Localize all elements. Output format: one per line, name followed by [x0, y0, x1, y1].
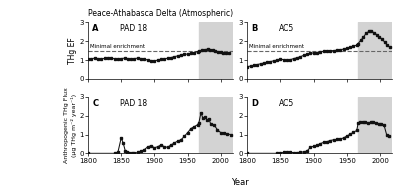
Text: Minimal enrichment: Minimal enrichment — [249, 44, 304, 49]
Text: AC5: AC5 — [279, 99, 294, 108]
Bar — [199, 22, 233, 79]
Bar — [358, 97, 392, 153]
Bar — [358, 22, 392, 79]
Text: Peace-Athabasca Delta (Atmospheric): Peace-Athabasca Delta (Atmospheric) — [88, 9, 233, 18]
Text: Minimal enrichment: Minimal enrichment — [90, 44, 145, 49]
Text: B: B — [252, 24, 258, 33]
Text: AC5: AC5 — [279, 24, 294, 33]
Text: PAD 18: PAD 18 — [120, 99, 147, 108]
Text: A: A — [92, 24, 99, 33]
Bar — [199, 97, 233, 153]
Text: D: D — [252, 99, 258, 108]
Y-axis label: Anthropogenic THg Flux
(μg THg m⁻² year⁻¹): Anthropogenic THg Flux (μg THg m⁻² year⁻… — [64, 87, 76, 163]
Y-axis label: THg EF: THg EF — [68, 37, 76, 64]
Text: Year: Year — [231, 178, 249, 187]
Text: PAD 18: PAD 18 — [120, 24, 147, 33]
Text: C: C — [92, 99, 98, 108]
